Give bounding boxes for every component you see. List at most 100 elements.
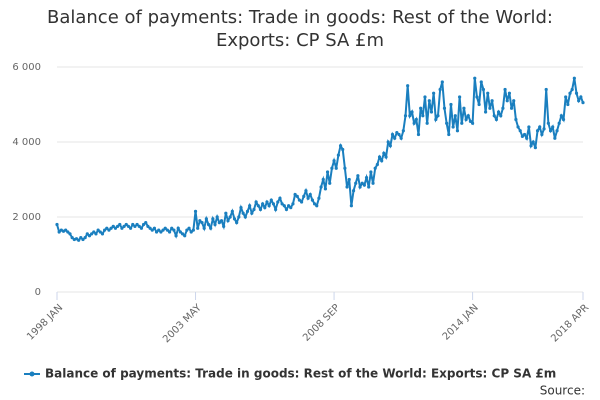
point <box>245 209 250 213</box>
point <box>488 106 492 110</box>
point <box>315 204 319 208</box>
point <box>250 211 254 215</box>
point <box>239 206 243 210</box>
point <box>120 226 124 230</box>
point <box>193 209 198 213</box>
point <box>473 76 477 80</box>
point <box>124 222 128 227</box>
point <box>453 114 457 118</box>
point <box>154 230 159 234</box>
point <box>131 222 135 227</box>
point <box>382 151 386 155</box>
point <box>375 162 379 167</box>
point <box>267 204 271 208</box>
point <box>276 200 280 204</box>
point <box>574 91 579 95</box>
point <box>103 228 107 232</box>
point <box>501 106 505 110</box>
point <box>451 125 455 129</box>
x-tick-label: 2003 MAY <box>161 302 204 345</box>
point <box>347 177 351 182</box>
point <box>566 102 570 107</box>
point <box>256 204 260 208</box>
point <box>161 228 165 232</box>
point <box>284 207 289 212</box>
point <box>183 234 187 238</box>
point <box>111 224 115 228</box>
point <box>137 224 141 228</box>
point <box>248 204 252 208</box>
point <box>499 114 503 118</box>
point <box>492 114 496 118</box>
point <box>211 217 215 221</box>
point <box>486 91 490 95</box>
point <box>274 207 278 212</box>
point <box>306 196 310 200</box>
point <box>520 134 524 138</box>
point <box>219 219 224 223</box>
x-tick-label: 2008 SEP <box>301 302 342 343</box>
point <box>92 230 96 234</box>
point <box>165 228 169 232</box>
point <box>107 228 111 232</box>
point <box>412 121 416 125</box>
point <box>215 215 219 219</box>
point <box>252 207 256 212</box>
point <box>468 119 473 123</box>
point <box>390 132 395 137</box>
point <box>367 185 371 189</box>
point <box>546 121 550 125</box>
point <box>531 140 535 144</box>
point <box>224 211 228 215</box>
point <box>87 234 92 238</box>
point <box>535 129 540 133</box>
point <box>380 159 384 163</box>
legend-label: Balance of payments: Trade in goods: Res… <box>45 367 556 381</box>
point <box>364 176 369 180</box>
point <box>507 91 512 95</box>
point <box>332 159 336 163</box>
point <box>174 234 178 238</box>
point <box>334 166 338 170</box>
point <box>371 181 375 185</box>
point <box>57 230 61 234</box>
point <box>55 222 59 227</box>
point <box>291 202 295 206</box>
point <box>278 196 282 200</box>
point <box>522 132 527 137</box>
point <box>505 99 509 103</box>
point <box>416 132 421 137</box>
point <box>494 117 499 122</box>
point <box>358 185 362 189</box>
point <box>421 114 425 118</box>
point <box>466 114 470 118</box>
point <box>146 224 150 228</box>
point <box>351 189 356 193</box>
point <box>432 91 436 95</box>
point <box>94 232 98 236</box>
point <box>336 153 340 157</box>
point <box>79 236 83 240</box>
point <box>116 224 120 228</box>
point <box>66 230 70 234</box>
point <box>572 76 576 80</box>
point <box>369 170 373 174</box>
point <box>150 228 154 232</box>
point <box>509 106 514 110</box>
point <box>200 221 204 225</box>
point <box>178 230 182 234</box>
point <box>321 177 325 182</box>
x-tick-label: 2014 JAN <box>441 302 481 342</box>
point <box>170 226 174 230</box>
point <box>481 87 486 92</box>
point <box>317 196 321 200</box>
point <box>540 132 544 137</box>
point <box>512 99 516 103</box>
point <box>464 117 468 122</box>
point <box>133 224 137 228</box>
y-tick-label: 6 000 <box>12 62 41 73</box>
point <box>157 228 161 232</box>
point <box>328 181 332 185</box>
point <box>455 129 460 133</box>
source: Source: <box>540 384 585 398</box>
